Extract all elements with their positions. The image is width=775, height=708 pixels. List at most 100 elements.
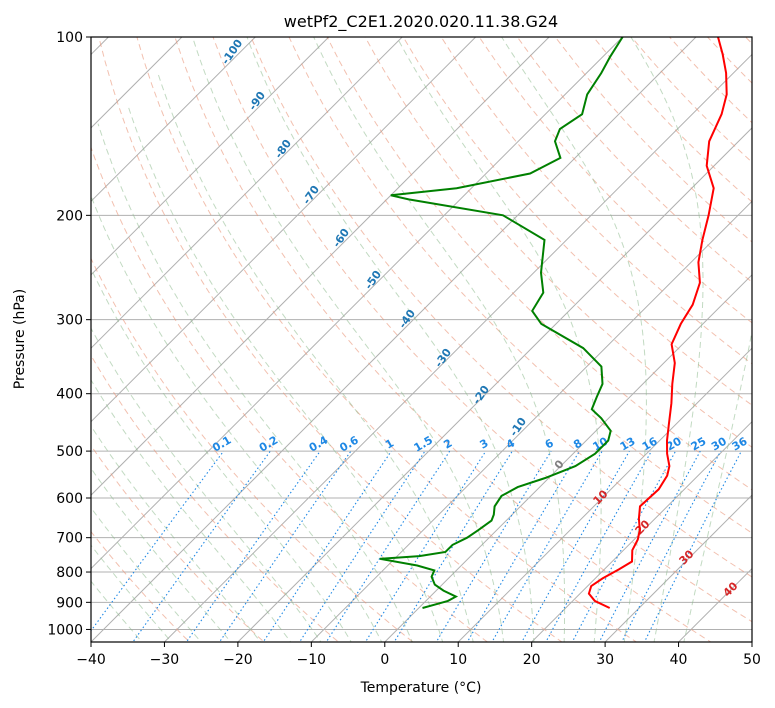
dry-adiabat-line [326,37,752,491]
isotherm-line [91,37,330,276]
mixing-ratio-line [466,450,580,642]
y-tick-label: 200 [56,208,83,224]
dry-adiabat-line [364,37,752,448]
x-tick-label: 20 [523,652,541,668]
moist-adiabat-label: 30 [677,547,697,567]
y-tick-label: 700 [56,531,83,547]
isotherm-line [91,37,697,642]
isotherm-line [237,127,752,642]
isotherm-line [751,641,752,642]
y-tick-label: 1000 [47,622,83,638]
mixing-ratio-line [218,450,352,642]
dry-adiabat-line [212,37,752,623]
mixing-ratio-line [364,450,487,642]
isotherm-line [91,37,403,349]
isotherm-label: -30 [432,346,454,370]
x-axis-label: Temperature (°C) [360,680,482,696]
moist-adiabat-line [91,379,292,642]
isotherm-label: -100 [219,37,246,67]
mixing-ratio-line [325,450,451,642]
mixing-ratio-label: 6 [543,436,556,451]
mixing-ratio-line [262,450,392,642]
y-tick-label: 600 [56,491,83,507]
y-tick-label: 300 [56,313,83,329]
mixing-ratio-line [545,450,652,642]
moist-adiabat-line [501,37,647,642]
mixing-ratio-line [298,450,426,642]
mixing-ratio-line [491,450,603,642]
isotherm-label: -90 [246,89,268,113]
y-tick-label: 900 [56,595,83,611]
plot-frame [90,36,753,643]
dry-adiabat-line [631,37,752,163]
dry-adiabat-line [98,37,563,642]
x-tick-label: −40 [76,652,106,668]
y-tick-label: 800 [56,565,83,581]
dry-adiabat-line [516,37,752,283]
y-tick-label: 500 [56,444,83,460]
moist-adiabat-line [91,327,322,642]
moist-adiabat-label: 10 [591,487,611,507]
moist-adiabat-line [630,37,704,642]
mixing-ratio-label: 3 [478,437,491,452]
moist-adiabat-line [192,37,505,642]
isotherm-label: -60 [330,226,352,250]
moist-adiabat-label: 20 [633,517,653,537]
isotherm-label: -10 [507,415,529,439]
moist-adiabat-line [683,329,752,642]
dry-adiabat-line [402,37,752,406]
dry-adiabat-line [91,354,340,642]
y-tick-label: 100 [56,30,83,46]
dry-adiabat-line [440,37,752,365]
mixing-ratio-line [435,450,552,642]
moist-adiabat-line [91,194,383,642]
chart-title: wetPf2_C2E1.2020.020.11.38.G24 [284,12,558,32]
mixing-ratio-line [132,450,271,642]
dry-adiabat-line [91,444,265,642]
x-tick-label: −10 [297,652,327,668]
x-axis: −40 −30 −20 −10 0 10 20 30 40 50 [76,642,761,668]
y-axis-label: Pressure (hPa) [12,289,28,389]
x-tick-label: 30 [596,652,614,668]
dewpoint-profile [379,37,624,609]
isotherm-line [531,420,752,642]
x-tick-label: 10 [449,652,467,668]
isotherm-line [457,347,752,642]
mixing-ratio-line [521,450,630,642]
dry-adiabat-line [136,37,638,642]
moist-adiabat-line [396,37,602,642]
moist-adiabat-line [127,104,444,642]
isotherm-line [164,53,752,642]
dry-adiabat-line [250,37,752,578]
moist-adiabat-line [91,580,143,642]
y-tick-label: 400 [56,387,83,403]
mixing-ratio-label: 4 [504,436,517,451]
isotherm-line [91,37,550,496]
isotherm-line [384,274,752,642]
moist-adiabat-line [97,123,413,642]
dry-adiabat-line [91,145,489,642]
moist-adiabat-line [313,37,566,642]
isotherm-line [91,37,477,423]
x-tick-label: −30 [150,652,180,668]
isotherm-label: -40 [396,307,418,331]
moist-adiabat-line [91,506,202,642]
isotherm-line [310,200,752,642]
moist-adiabat-line [91,267,352,642]
moist-adiabat-line [91,425,262,642]
x-tick-label: 40 [670,652,688,668]
x-tick-label: −20 [223,652,253,668]
dry-adiabat-line [174,37,712,642]
dry-adiabat-line [554,37,752,243]
isotherm-label: -50 [362,268,384,292]
isotherm-label: -20 [470,383,492,407]
isotherm-line [91,37,623,570]
dry-adiabat-line [478,37,752,324]
x-tick-label: 0 [380,652,389,668]
isotherm-label: -80 [272,137,294,161]
mixing-ratio-line [393,450,513,642]
isotherm-line [91,37,256,203]
mixing-ratio-line [598,450,701,642]
y-axis: 100 200 300 400 500 600 700 800 900 1000 [47,30,91,638]
